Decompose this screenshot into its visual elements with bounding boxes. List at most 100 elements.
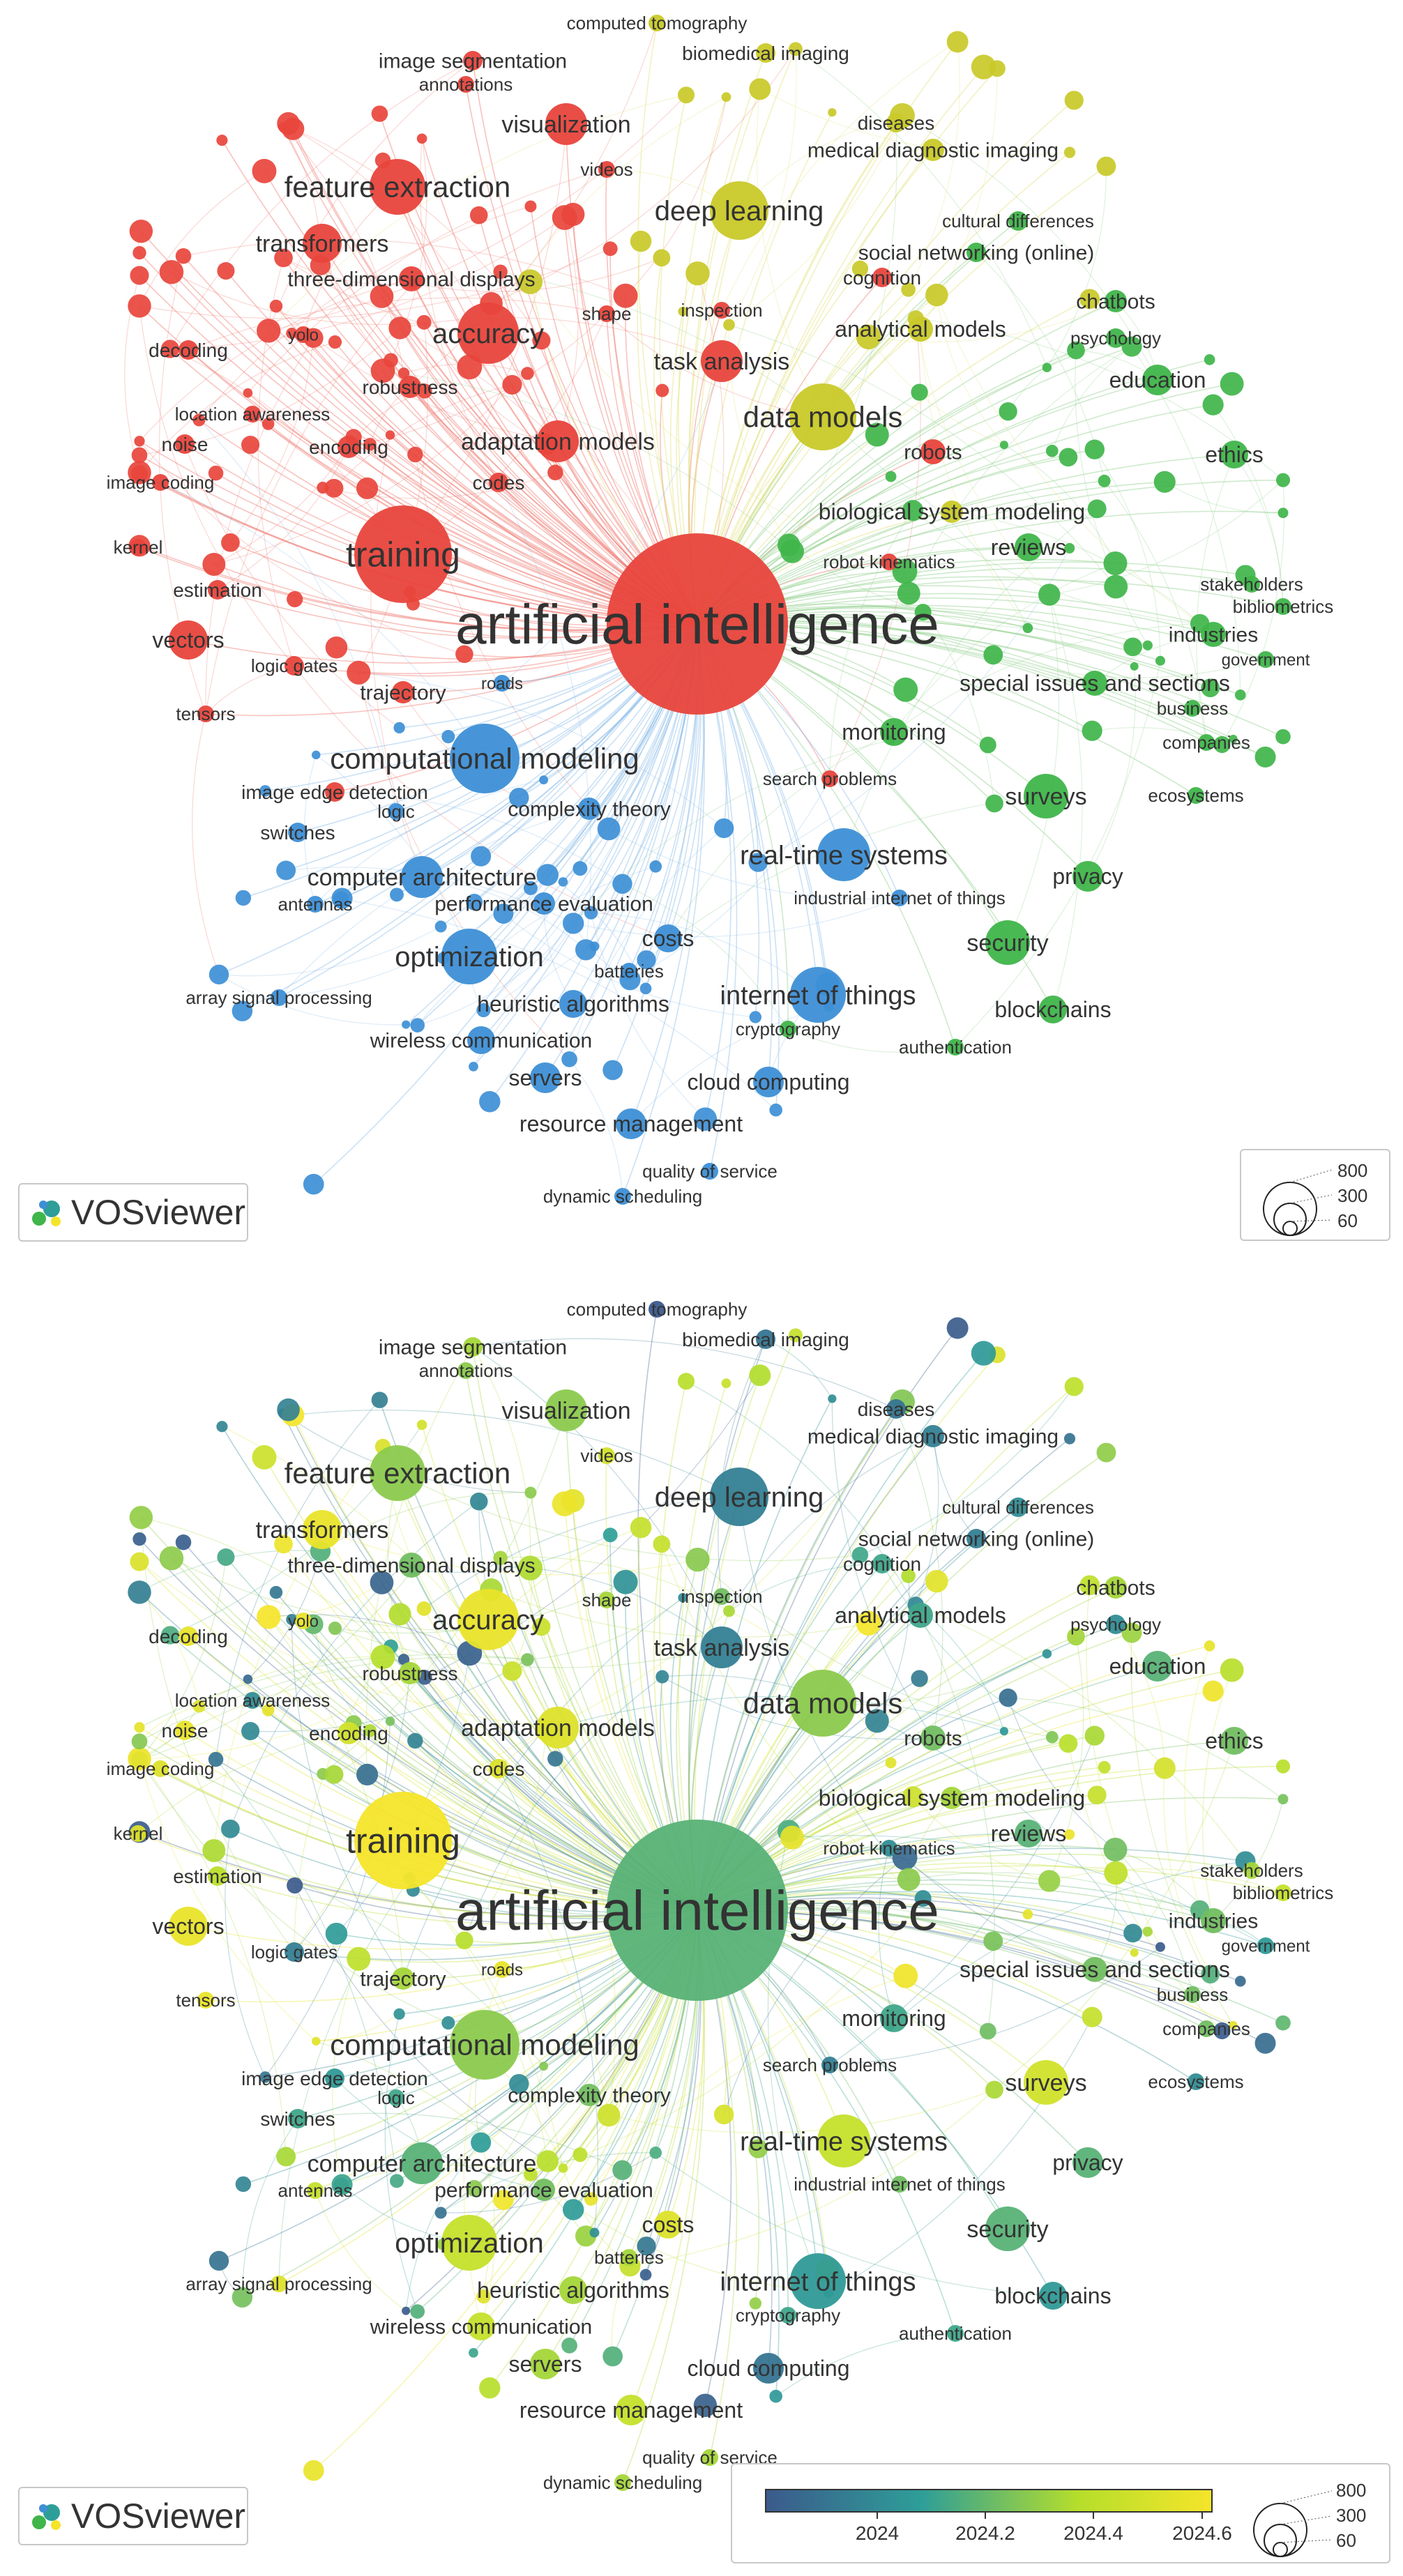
keyword-node-industries[interactable] <box>1201 622 1226 647</box>
keyword-node[interactable] <box>476 2289 491 2304</box>
keyword-node-education[interactable] <box>1142 1651 1173 1682</box>
keyword-node-roads[interactable] <box>494 675 510 692</box>
keyword-node-quality-of-service[interactable] <box>702 2449 718 2466</box>
keyword-node-switches[interactable] <box>288 823 308 842</box>
keyword-node-reviews[interactable] <box>1015 533 1042 561</box>
keyword-node-robot-kinematics[interactable] <box>881 554 897 570</box>
keyword-node-accuracy[interactable] <box>457 303 519 364</box>
keyword-node[interactable] <box>539 2061 549 2071</box>
keyword-node[interactable] <box>721 92 731 102</box>
keyword-node[interactable] <box>613 283 638 308</box>
keyword-node-biomedical-imaging[interactable] <box>756 43 775 63</box>
keyword-node[interactable] <box>434 920 447 933</box>
keyword-node[interactable] <box>1201 678 1220 698</box>
keyword-node[interactable] <box>1064 1829 1075 1840</box>
keyword-node-resource-management[interactable] <box>616 2395 646 2425</box>
keyword-node[interactable] <box>677 86 695 104</box>
keyword-node-wireless-communication[interactable] <box>467 1026 495 1054</box>
keyword-node-encoding[interactable] <box>338 436 360 458</box>
keyword-node-heuristic-algorithms[interactable] <box>559 990 587 1018</box>
keyword-node-cryptography[interactable] <box>780 2307 796 2324</box>
keyword-node-quality-of-service[interactable] <box>702 1163 718 1180</box>
keyword-node[interactable] <box>128 1580 151 1604</box>
keyword-node[interactable] <box>902 500 924 521</box>
keyword-node[interactable] <box>1096 156 1116 176</box>
keyword-node[interactable] <box>134 1722 145 1733</box>
keyword-node[interactable] <box>517 269 543 294</box>
keyword-node[interactable] <box>524 200 537 213</box>
keyword-node[interactable] <box>897 581 920 605</box>
keyword-node[interactable] <box>1103 1837 1128 1862</box>
keyword-node[interactable] <box>407 1732 423 1749</box>
keyword-node[interactable] <box>356 1763 379 1786</box>
keyword-node[interactable] <box>532 331 551 350</box>
keyword-node[interactable] <box>1087 1785 1107 1805</box>
keyword-node[interactable] <box>677 1373 695 1390</box>
keyword-node-medical-diagnostic-imaging[interactable] <box>922 1425 944 1447</box>
keyword-node-task-analysis[interactable] <box>701 340 743 382</box>
keyword-node[interactable] <box>469 1061 478 1072</box>
keyword-node[interactable] <box>370 1645 395 1670</box>
keyword-node-optimization[interactable] <box>441 2215 497 2271</box>
keyword-node[interactable] <box>558 877 568 887</box>
keyword-node[interactable] <box>232 1000 253 1021</box>
keyword-node[interactable] <box>276 860 296 881</box>
keyword-node-biological-system-modeling[interactable] <box>941 1787 963 1809</box>
keyword-node-computer-architecture[interactable] <box>401 856 443 898</box>
keyword-node-accuracy[interactable] <box>457 1589 519 1650</box>
keyword-node-social-networking-online-[interactable] <box>966 243 986 262</box>
keyword-node[interactable] <box>749 78 771 100</box>
keyword-node-computational-modeling[interactable] <box>450 2010 520 2080</box>
keyword-node[interactable] <box>902 1786 924 1808</box>
keyword-node-government[interactable] <box>1257 651 1274 668</box>
keyword-node-robots[interactable] <box>920 1725 946 1751</box>
keyword-node[interactable] <box>175 247 192 264</box>
keyword-node-videos[interactable] <box>598 161 615 178</box>
keyword-node-estimation[interactable] <box>208 1866 227 1886</box>
keyword-node[interactable] <box>685 1547 710 1572</box>
keyword-node[interactable] <box>130 266 149 285</box>
keyword-node[interactable] <box>572 2147 588 2163</box>
keyword-node-location-awareness[interactable] <box>244 406 261 422</box>
keyword-node[interactable] <box>493 264 508 279</box>
keyword-node[interactable] <box>856 324 881 350</box>
keyword-node[interactable] <box>521 367 534 380</box>
keyword-node-cloud-computing[interactable] <box>753 2353 784 2384</box>
keyword-node[interactable] <box>1153 1757 1176 1779</box>
keyword-node[interactable] <box>175 1534 192 1550</box>
keyword-node-visualization[interactable] <box>545 103 587 145</box>
keyword-node[interactable] <box>1045 444 1059 457</box>
keyword-node[interactable] <box>471 846 492 867</box>
keyword-node[interactable] <box>562 2199 584 2220</box>
keyword-node[interactable] <box>388 317 411 340</box>
keyword-node[interactable] <box>1087 499 1107 519</box>
keyword-node[interactable] <box>393 2008 405 2020</box>
keyword-node-batteries[interactable] <box>621 963 637 980</box>
keyword-node[interactable] <box>385 430 395 440</box>
keyword-node-internet-of-things[interactable] <box>790 2253 846 2309</box>
keyword-node[interactable] <box>1067 341 1085 360</box>
keyword-node[interactable] <box>914 604 932 621</box>
keyword-node[interactable] <box>1155 655 1165 666</box>
keyword-node-stakeholders[interactable] <box>1243 576 1260 593</box>
keyword-node-ethics[interactable] <box>1220 1727 1248 1755</box>
keyword-node[interactable] <box>407 446 423 463</box>
keyword-node[interactable] <box>217 1548 235 1567</box>
keyword-node-logic-gates[interactable] <box>285 656 304 676</box>
keyword-node[interactable] <box>1104 1861 1128 1885</box>
keyword-node[interactable] <box>1202 394 1224 416</box>
keyword-node[interactable] <box>388 1603 411 1626</box>
keyword-node-shape[interactable] <box>598 305 615 322</box>
keyword-node[interactable] <box>1121 1622 1142 1643</box>
keyword-node[interactable] <box>562 913 584 934</box>
keyword-node-image-segmentation[interactable] <box>463 51 483 70</box>
keyword-node[interactable] <box>946 1317 969 1339</box>
keyword-node[interactable] <box>901 282 916 297</box>
keyword-node-surveys[interactable] <box>1024 774 1068 818</box>
keyword-node[interactable] <box>1084 439 1105 459</box>
keyword-node[interactable] <box>232 2287 253 2308</box>
keyword-node[interactable] <box>261 1704 275 1716</box>
keyword-node[interactable] <box>892 558 918 584</box>
keyword-node[interactable] <box>402 2306 411 2315</box>
keyword-node-encoding[interactable] <box>338 1722 360 1744</box>
